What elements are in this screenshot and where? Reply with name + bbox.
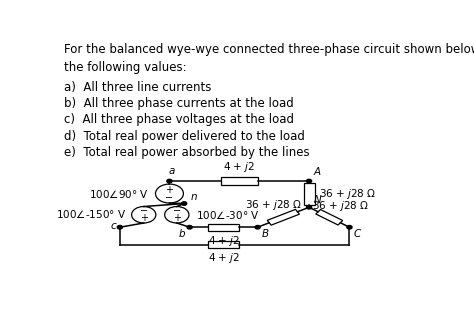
Text: +: + [165, 185, 173, 195]
Text: the following values:: the following values: [64, 61, 186, 74]
Text: a)  All three line currents: a) All three line currents [64, 81, 211, 94]
Circle shape [255, 226, 260, 229]
Circle shape [307, 205, 311, 209]
Text: a: a [168, 166, 174, 176]
Text: A: A [313, 167, 320, 177]
Text: +: + [173, 214, 181, 224]
Text: c)  All three phase voltages at the load: c) All three phase voltages at the load [64, 113, 294, 126]
Text: 4 + $j$2: 4 + $j$2 [208, 251, 240, 265]
Text: 100$\angle$-150° V: 100$\angle$-150° V [56, 207, 126, 220]
Bar [316, 210, 343, 225]
Bar [303, 183, 315, 205]
Text: −: − [173, 206, 181, 216]
Text: n: n [191, 192, 197, 202]
Bar [208, 224, 239, 231]
Text: B: B [262, 229, 269, 239]
Text: d)  Total real power delivered to the load: d) Total real power delivered to the loa… [64, 130, 304, 143]
Circle shape [307, 179, 311, 183]
Text: b)  All three phase currents at the load: b) All three phase currents at the load [64, 97, 293, 110]
Text: e)  Total real power absorbed by the lines: e) Total real power absorbed by the line… [64, 146, 309, 159]
Text: 100$\angle$90° V: 100$\angle$90° V [89, 188, 149, 200]
Text: N: N [313, 195, 321, 205]
Circle shape [187, 226, 192, 229]
Text: b: b [179, 229, 185, 239]
Text: c: c [110, 221, 116, 231]
Bar [267, 209, 300, 225]
Text: 36 + $j$28 $\Omega$: 36 + $j$28 $\Omega$ [319, 187, 376, 201]
Text: 4 + $j$2: 4 + $j$2 [208, 234, 240, 248]
Text: 36 + $j$28 $\Omega$: 36 + $j$28 $\Omega$ [312, 199, 370, 213]
Circle shape [167, 179, 172, 183]
Text: 36 + $j$28 $\Omega$: 36 + $j$28 $\Omega$ [245, 198, 302, 212]
Circle shape [347, 226, 352, 229]
Bar [221, 177, 258, 185]
Circle shape [182, 202, 187, 205]
Text: 4 + $j$2: 4 + $j$2 [223, 160, 255, 174]
Text: −: − [165, 193, 173, 203]
Text: C: C [354, 229, 361, 239]
Circle shape [117, 226, 122, 229]
Bar [208, 241, 239, 248]
Text: 100$\angle$-30° V: 100$\angle$-30° V [196, 209, 259, 221]
Text: +: + [140, 214, 148, 224]
Text: −: − [140, 206, 148, 216]
Text: For the balanced wye-wye connected three-phase circuit shown below, solve for: For the balanced wye-wye connected three… [64, 43, 474, 56]
